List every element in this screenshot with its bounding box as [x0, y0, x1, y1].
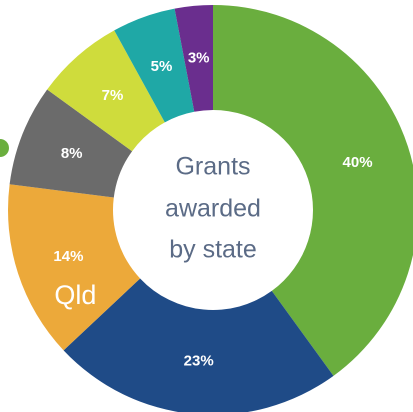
value-label: 8% [61, 145, 83, 162]
value-label: 40% [343, 154, 373, 171]
value-label: 5% [151, 58, 173, 75]
center-title: by state [169, 236, 257, 264]
slice [174, 5, 213, 112]
center-title: Grants [175, 153, 250, 181]
slice [63, 278, 334, 412]
slice [47, 30, 165, 152]
slice [114, 8, 195, 123]
slice [9, 89, 133, 198]
value-label: 7% [102, 87, 124, 104]
value-label: 14% [53, 248, 83, 265]
center-title: awarded [165, 195, 261, 223]
value-label: 23% [184, 352, 214, 369]
decor-dot [0, 139, 9, 157]
value-label: 3% [188, 50, 210, 67]
category-label: Qld [54, 280, 96, 310]
slice [213, 5, 413, 376]
slice [8, 184, 141, 351]
donut [8, 5, 413, 412]
